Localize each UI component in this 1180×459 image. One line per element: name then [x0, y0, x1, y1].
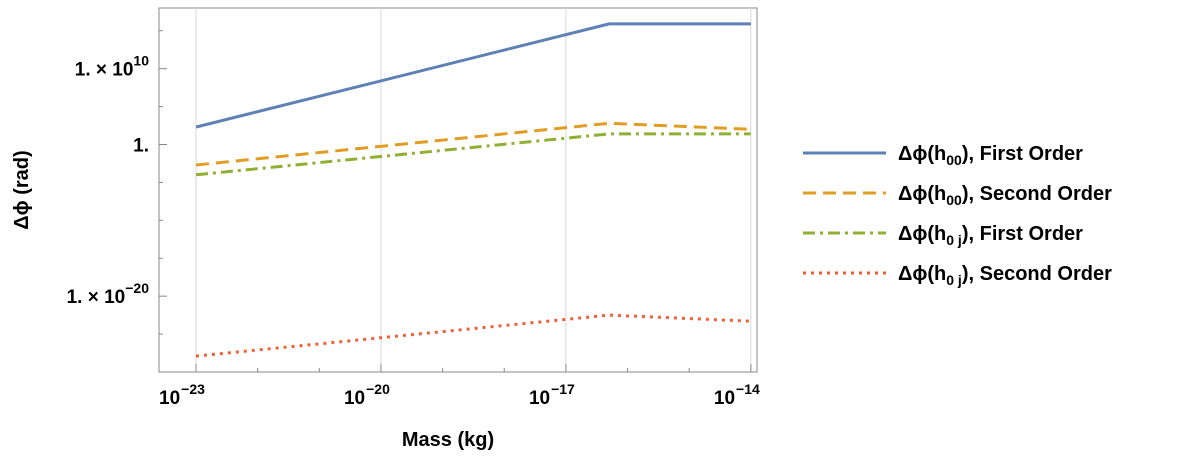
x-tick-label: 10−20 — [344, 381, 390, 409]
y-tick-label: 1. — [133, 136, 149, 157]
x-tick-label: 10−14 — [714, 381, 760, 409]
x-axis-title: Mass (kg) — [402, 429, 494, 451]
ticks — [159, 30, 752, 372]
y-tick-label: 1. × 1010 — [75, 53, 149, 81]
legend: Δϕ(h00), First Order Δϕ(h00), Second Orde… — [803, 143, 1112, 288]
legend-label-3: Δϕ(h0 j), First Order — [898, 223, 1083, 248]
x-tick-label: 10−23 — [159, 381, 205, 409]
legend-label-1: Δϕ(h00), First Order — [898, 143, 1083, 168]
x-tick-label: 10−17 — [529, 381, 575, 409]
series-line-2 — [195, 121, 751, 167]
grid-lines — [195, 8, 752, 372]
y-tick-label: 1. × 10−20 — [67, 280, 150, 308]
series-line-1 — [195, 22, 751, 129]
series-line-4 — [195, 313, 751, 358]
series-lines — [195, 22, 751, 358]
y-axis-title: Δϕ (rad) — [11, 150, 33, 229]
legend-label-2: Δϕ(h00), Second Order — [898, 183, 1112, 208]
plot-frame — [158, 7, 758, 373]
legend-label-4: Δϕ(h0 j), Second Order — [898, 263, 1112, 288]
series-line-3 — [195, 132, 751, 177]
tick-labels: 10−23 10−20 10−17 10−14 1. × 1010 1. 1. × 10−2… — [67, 53, 760, 409]
